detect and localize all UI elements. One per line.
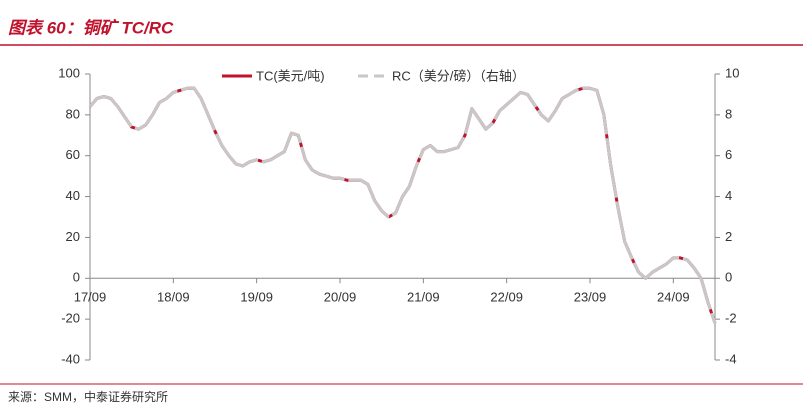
- legend-label: RC（美分/磅）（右轴）: [392, 68, 525, 83]
- legend-label: TC(美元/吨): [256, 68, 325, 83]
- x-tick-label: 22/09: [490, 290, 523, 305]
- y2-tick-label: 8: [725, 106, 732, 121]
- y2-tick-label: 10: [725, 65, 739, 80]
- y-tick-label: 0: [73, 270, 80, 285]
- chart-title: 图表 60：铜矿 TC/RC: [8, 18, 174, 37]
- y2-tick-label: 0: [725, 270, 732, 285]
- y-tick-label: -20: [61, 311, 80, 326]
- x-tick-label: 20/09: [324, 290, 357, 305]
- y-tick-label: 20: [66, 229, 80, 244]
- y2-tick-label: 4: [725, 188, 732, 203]
- y2-tick-label: -2: [725, 311, 737, 326]
- y2-tick-label: 2: [725, 229, 732, 244]
- y-tick-label: -40: [61, 351, 80, 366]
- y-tick-label: 80: [66, 106, 80, 121]
- y2-tick-label: 6: [725, 147, 732, 162]
- y-tick-label: 40: [66, 188, 80, 203]
- y-tick-label: 60: [66, 147, 80, 162]
- x-tick-label: 21/09: [407, 290, 440, 305]
- series-line: [88, 86, 717, 324]
- series-line: [88, 86, 717, 324]
- x-tick-label: 24/09: [657, 290, 690, 305]
- source: 来源：SMM，中泰证券研究所: [8, 389, 168, 404]
- y2-tick-label: -4: [725, 351, 737, 366]
- x-tick-label: 18/09: [157, 290, 190, 305]
- x-tick-label: 19/09: [240, 290, 273, 305]
- x-tick-label: 23/09: [574, 290, 607, 305]
- x-tick-label: 17/09: [74, 290, 107, 305]
- y-tick-label: 100: [58, 65, 80, 80]
